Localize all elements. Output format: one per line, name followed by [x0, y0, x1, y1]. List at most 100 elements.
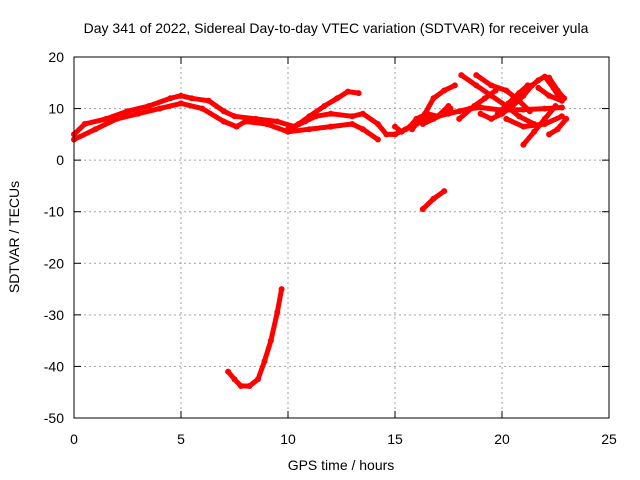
- data-point-2-2: [306, 113, 313, 120]
- y-tick-labels: 20 10 0 -10 -20 -30 -40 -50: [44, 49, 64, 426]
- data-point-7-1: [471, 103, 478, 109]
- series-line-0: [71, 93, 565, 137]
- data-point-1-14: [349, 121, 356, 127]
- data-point-3-0: [392, 123, 398, 130]
- data-point-8-4: [526, 108, 533, 115]
- x-tick-labels: 0 5 10 15 20 25: [70, 431, 617, 447]
- x-tick-label-5: 25: [601, 431, 617, 447]
- series-down-22h: [546, 74, 568, 102]
- data-point-4-0: [409, 126, 416, 133]
- series-main-band: [71, 92, 565, 138]
- data-point-0-27: [456, 108, 463, 115]
- data-point-9-5: [529, 82, 535, 89]
- chart-title: Day 341 of 2022, Sidereal Day-to-day VTE…: [84, 20, 589, 36]
- data-point-1-1: [92, 126, 99, 133]
- data-series: [71, 72, 570, 389]
- data-point-1-4: [156, 105, 163, 112]
- data-point-12-2: [541, 115, 548, 122]
- data-point-10-2: [516, 90, 523, 97]
- data-point-10-3: [524, 82, 531, 89]
- data-point-6-1: [473, 82, 480, 89]
- data-point-16-2: [441, 188, 448, 195]
- data-point-17-8: [278, 286, 285, 293]
- data-point-17-4: [255, 376, 261, 383]
- series-arc-to-13h: [285, 88, 362, 133]
- axis-ticks: [73, 56, 610, 419]
- data-point-6-4: [516, 113, 523, 120]
- data-point-9-0: [477, 110, 484, 117]
- x-tick-label-0: 0: [70, 431, 78, 447]
- data-point-0-10: [231, 113, 238, 120]
- data-point-1-5: [178, 100, 184, 107]
- y-tick-label-7: -50: [44, 410, 64, 426]
- y-tick-label-5: -30: [44, 307, 64, 323]
- data-point-11-1: [520, 123, 527, 130]
- data-point-0-5: [167, 95, 174, 102]
- data-point-5-3: [447, 105, 454, 112]
- data-point-1-2: [113, 115, 120, 122]
- data-point-16-1: [430, 195, 437, 202]
- y-tick-label-3: -10: [44, 204, 64, 220]
- data-point-17-1: [231, 376, 238, 383]
- y-tick-label-1: 10: [48, 101, 64, 117]
- series-line-10: [495, 82, 531, 117]
- data-point-9-4: [520, 92, 527, 99]
- series-cross-17h: [419, 105, 454, 127]
- data-point-14-1: [554, 87, 561, 94]
- data-point-8-0: [473, 72, 480, 79]
- data-point-1-15: [359, 126, 366, 133]
- data-point-4-1: [422, 110, 428, 117]
- series-rise-21h: [520, 103, 559, 148]
- series-deep-arc: [225, 286, 285, 389]
- y-tick-label-0: 20: [48, 49, 64, 65]
- series-line-12: [520, 103, 558, 148]
- series-rise-16h: [409, 82, 458, 133]
- y-tick-label-6: -40: [44, 358, 64, 374]
- data-point-2-0: [285, 126, 291, 133]
- series-line-5: [420, 106, 454, 127]
- data-point-3-1: [398, 128, 405, 135]
- data-point-1-12: [306, 126, 313, 133]
- data-point-2-1: [295, 121, 302, 127]
- data-point-12-0: [520, 141, 527, 148]
- x-tick-label-2: 10: [280, 431, 296, 447]
- data-point-5-0: [419, 121, 426, 127]
- data-point-2-4: [334, 95, 341, 102]
- data-point-0-8: [205, 97, 212, 104]
- data-point-0-7: [188, 95, 195, 102]
- data-point-0-20: [383, 131, 390, 138]
- x-tick-label-4: 20: [494, 431, 510, 447]
- plot-frame: [73, 56, 610, 419]
- series-bottom-21h: [503, 113, 565, 130]
- data-point-9-1: [488, 115, 495, 122]
- y-tick-label-2: 0: [56, 152, 64, 168]
- x-tick-label-1: 5: [177, 431, 185, 447]
- data-point-4-3: [441, 87, 448, 94]
- data-point-4-4: [451, 82, 458, 89]
- data-point-17-2: [237, 383, 244, 389]
- data-point-0-29: [477, 104, 484, 111]
- x-tick-label-3: 15: [387, 431, 403, 447]
- data-point-7-0: [456, 115, 463, 122]
- data-point-0-33: [558, 104, 565, 111]
- data-point-0-6: [178, 92, 184, 99]
- data-point-1-6: [199, 105, 206, 112]
- data-point-12-1: [531, 128, 538, 135]
- data-point-15-2: [563, 115, 570, 122]
- y-axis-label: SDTVAR / TECUs: [6, 181, 22, 293]
- data-point-1-8: [233, 123, 240, 130]
- series-fall-18h: [458, 72, 538, 127]
- data-point-0-1: [81, 121, 88, 127]
- data-point-17-3: [246, 383, 253, 389]
- series-short-17h: [419, 188, 448, 213]
- data-point-11-3: [558, 113, 565, 120]
- data-point-12-3: [552, 103, 559, 109]
- data-point-0-12: [274, 118, 281, 125]
- data-point-11-0: [503, 115, 510, 122]
- data-point-0-21: [392, 131, 398, 138]
- series-upper-right: [535, 84, 565, 104]
- data-point-15-1: [554, 126, 561, 133]
- series-hook-22h: [546, 115, 570, 138]
- series-lower-band: [71, 100, 381, 143]
- data-point-0-9: [220, 108, 227, 115]
